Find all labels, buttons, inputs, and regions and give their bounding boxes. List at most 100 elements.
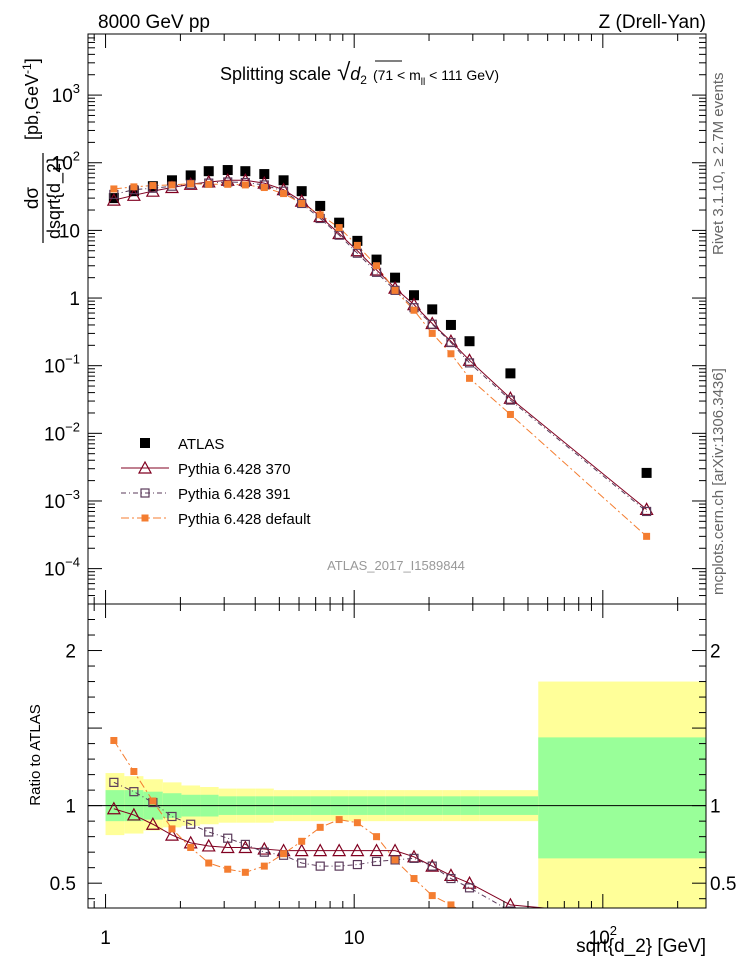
ratio-point-pythia-6-428-default — [241, 868, 249, 876]
ratio-point-pythia-6-428-391 — [223, 833, 233, 843]
plot-title: Splitting scale √d2 (71 < mll < 111 GeV) — [220, 59, 499, 88]
ratio-point-pythia-6-428-370 — [294, 843, 309, 857]
legend-label-pythia-6-428-default: Pythia 6.428 default — [178, 511, 311, 528]
ratio-point-pythia-6-428-default — [373, 833, 381, 841]
ratio-point-pythia-6-428-default — [316, 823, 324, 831]
legend-marker-atlas — [140, 438, 150, 448]
header-right: Z (Drell-Yan) — [599, 12, 706, 33]
ylabel-num: dσ — [22, 187, 43, 210]
point-pythia-6-428-default — [130, 183, 138, 191]
ylabel-units: [pb,GeV-1] — [20, 58, 42, 140]
ratio-point-pythia-6-428-370 — [504, 897, 517, 908]
ratio-point-pythia-6-428-default — [643, 926, 650, 933]
ratio-point-pythia-6-428-370 — [201, 838, 216, 852]
mcplots-label: mcplots.cern.ch [arXiv:1306.3436] — [710, 368, 727, 595]
ratio-point-pythia-6-428-370 — [369, 843, 384, 857]
ratio-tick-label-left: 2 — [65, 642, 76, 663]
point-pythia-6-428-370 — [369, 262, 384, 276]
point-atlas — [390, 272, 401, 283]
point-pythia-6-428-370 — [145, 183, 160, 197]
y-tick-label-base: 10 — [52, 86, 73, 107]
point-pythia-6-428-default — [168, 181, 176, 189]
point-pythia-6-428-default — [335, 224, 343, 232]
y-tick-label-base: 10 — [44, 424, 65, 445]
header-left: 8000 GeV pp — [98, 12, 210, 33]
ratio-line-pythia-6-428-default — [113, 740, 458, 908]
x-tick-label: 10 — [344, 928, 365, 949]
ratio-point-pythia-6-428-391 — [505, 906, 516, 908]
point-pythia-6-428-391 — [390, 285, 400, 295]
point-pythia-6-428-370 — [503, 391, 518, 404]
point-atlas — [185, 170, 196, 181]
ratio-point-pythia-6-428-default — [187, 844, 195, 852]
ratio-point-pythia-6-428-370 — [350, 843, 365, 857]
ratio-point-pythia-6-428-default — [391, 856, 399, 864]
ratio-line-pythia-6-428-391 — [113, 781, 506, 908]
ratio-line-pythia-6-428-370 — [113, 808, 550, 908]
main-ylabel: dσ dsqrt{d_2} — [22, 153, 65, 243]
ratio-point-pythia-6-428-370 — [425, 858, 440, 872]
point-atlas — [427, 304, 438, 315]
ratio-point-pythia-6-428-391 — [352, 859, 362, 870]
point-atlas — [371, 254, 382, 265]
point-atlas — [203, 166, 214, 177]
point-pythia-6-428-391 — [297, 198, 307, 209]
point-pythia-6-428-370 — [350, 243, 365, 257]
ratio-point-pythia-6-428-391 — [390, 855, 400, 865]
ratio-point-pythia-6-428-370 — [126, 807, 141, 821]
ratio-point-pythia-6-428-370 — [238, 840, 253, 854]
ratio-point-pythia-6-428-default — [353, 819, 361, 827]
ratio-point-pythia-6-428-391 — [129, 787, 139, 797]
point-pythia-6-428-391 — [642, 506, 652, 517]
ratio-point-pythia-6-428-391 — [409, 853, 419, 863]
ratio-point-pythia-6-428-370 — [145, 816, 160, 830]
point-pythia-6-428-default — [280, 190, 288, 198]
ratio-point-pythia-6-428-370 — [164, 827, 179, 841]
ratio-point-pythia-6-428-391 — [427, 861, 437, 871]
y-tick-label: 10 — [59, 221, 80, 242]
ratio-point-pythia-6-428-370 — [220, 840, 235, 854]
ratio-tick-label-right: 2 — [710, 642, 721, 663]
y-tick-label-base: 10 — [44, 357, 65, 378]
legend-label-pythia-6-428-391: Pythia 6.428 391 — [178, 486, 291, 503]
title-cut-b: < 111 GeV) — [425, 67, 499, 83]
y-tick-label-exp: 2 — [73, 149, 80, 164]
point-pythia-6-428-default — [506, 410, 514, 418]
y-tick-label: 102 — [52, 149, 80, 175]
point-atlas — [315, 200, 326, 211]
point-pythia-6-428-default — [373, 262, 381, 270]
point-atlas — [222, 165, 233, 176]
y-tick-label: 10−1 — [44, 352, 80, 378]
point-pythia-6-428-default — [447, 350, 455, 358]
ratio-point-pythia-6-428-default — [260, 862, 268, 870]
x-tick-label-exp: 2 — [610, 923, 617, 938]
point-pythia-6-428-default — [466, 374, 474, 382]
ratio-frame — [87, 603, 707, 909]
ratio-point-pythia-6-428-default — [205, 859, 213, 867]
ratio-point-pythia-6-428-default — [335, 816, 343, 824]
y-tick-label: 10−2 — [44, 419, 80, 445]
title-main: Splitting scale — [220, 64, 331, 84]
point-pythia-6-428-default — [224, 180, 232, 188]
point-atlas — [445, 319, 456, 330]
legend-label-pythia-6-428-370: Pythia 6.428 370 — [178, 461, 291, 478]
rivet-label: Rivet 3.1.10, ≥ 2.7M events — [710, 73, 727, 256]
point-pythia-6-428-default — [316, 211, 324, 219]
point-atlas — [334, 217, 345, 228]
title-var-sub: 2 — [360, 73, 367, 87]
legend-marker-pythia-6-428-391 — [140, 488, 150, 498]
point-pythia-6-428-default — [187, 180, 195, 188]
point-pythia-6-428-370 — [126, 188, 141, 201]
point-pythia-6-428-391 — [505, 395, 516, 405]
y-tick-label: 103 — [52, 81, 80, 107]
point-pythia-6-428-370 — [332, 226, 347, 240]
ratio-point-pythia-6-428-391 — [371, 856, 382, 867]
ratio-point-pythia-6-428-391 — [464, 883, 475, 893]
title-cut-sub: ll — [421, 77, 425, 88]
point-pythia-6-428-default — [353, 241, 361, 249]
ratio-ylabel: Ratio to ATLAS — [27, 704, 44, 805]
y-tick-label-base: 10 — [44, 560, 65, 581]
ratio-point-pythia-6-428-391 — [240, 839, 250, 850]
ratio-point-pythia-6-428-391 — [315, 861, 325, 871]
